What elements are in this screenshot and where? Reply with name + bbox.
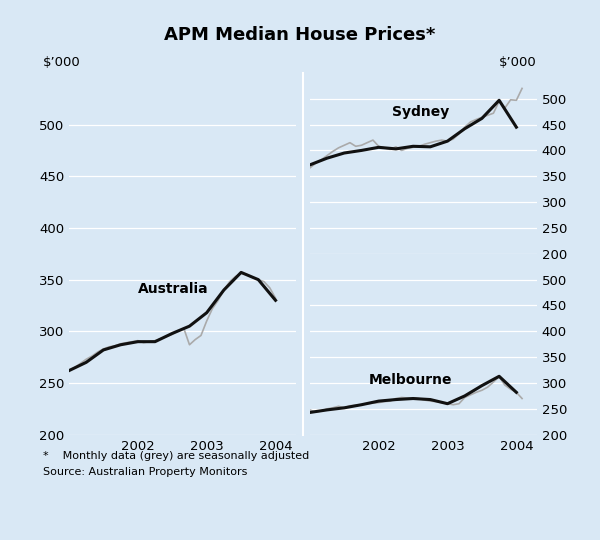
Text: $’000: $’000 — [43, 56, 81, 69]
Text: Source: Australian Property Monitors: Source: Australian Property Monitors — [43, 467, 248, 477]
Text: $’000: $’000 — [499, 56, 537, 69]
Text: *    Monthly data (grey) are seasonally adjusted: * Monthly data (grey) are seasonally adj… — [43, 451, 310, 461]
Text: Australia: Australia — [138, 282, 208, 296]
Text: Sydney: Sydney — [392, 105, 449, 119]
Text: APM Median House Prices*: APM Median House Prices* — [164, 26, 436, 44]
Text: Melbourne: Melbourne — [368, 373, 452, 387]
